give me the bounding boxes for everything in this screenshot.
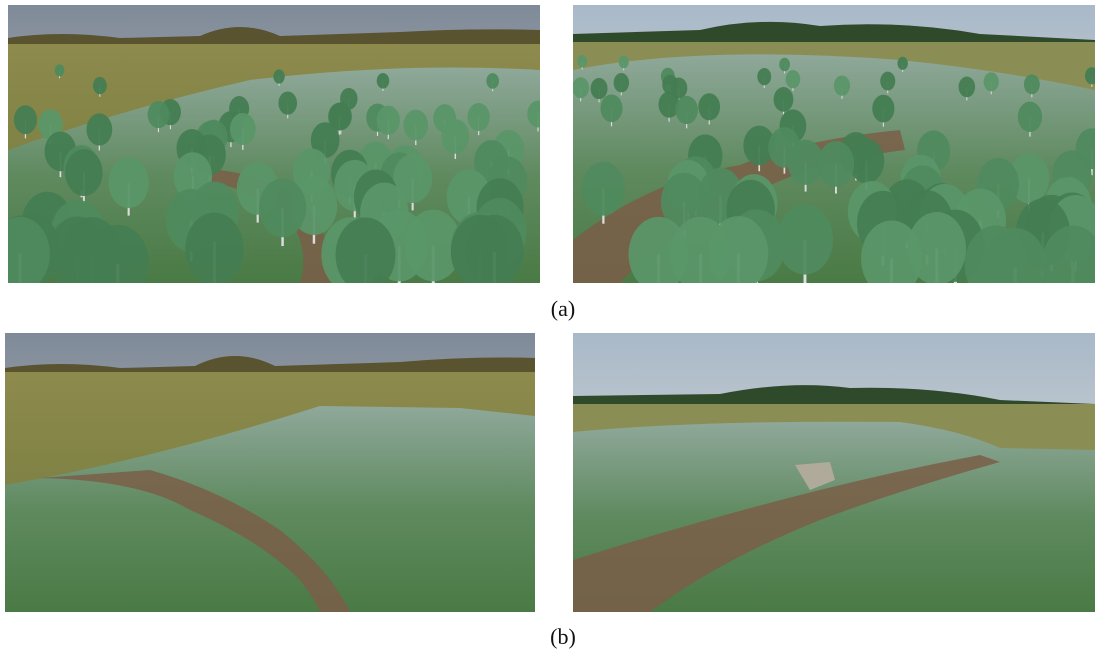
canopy xyxy=(582,162,625,216)
canopy xyxy=(757,68,771,85)
canopy xyxy=(441,119,469,154)
canopy xyxy=(959,77,976,98)
page: (a) (b) (() => { const data = JSON.parse… xyxy=(0,0,1097,656)
canopy xyxy=(629,217,689,292)
canopy xyxy=(774,87,794,112)
canopy xyxy=(984,72,999,91)
canopy xyxy=(93,77,107,94)
canopy xyxy=(818,141,855,187)
canopy xyxy=(86,113,112,145)
canopy xyxy=(403,110,428,141)
image-a-right xyxy=(572,5,1097,319)
canopy xyxy=(1024,74,1040,94)
figure: (a) (b) xyxy=(0,0,1097,656)
canopy xyxy=(861,220,922,296)
canopy xyxy=(185,212,243,285)
canopy xyxy=(698,93,720,120)
canopy xyxy=(377,106,400,135)
canopy xyxy=(273,69,284,83)
canopy xyxy=(465,215,524,289)
canopy xyxy=(278,91,297,114)
canopy xyxy=(527,101,549,128)
caption: (b) xyxy=(550,624,576,649)
canopy xyxy=(55,64,65,76)
canopy xyxy=(14,105,37,134)
canopy xyxy=(675,96,698,124)
canopy xyxy=(572,77,589,98)
image-b-left xyxy=(5,333,535,612)
canopy xyxy=(486,73,499,89)
canopy xyxy=(1018,102,1042,132)
canopy xyxy=(880,72,895,91)
canopy xyxy=(614,73,629,92)
canopy xyxy=(108,158,148,208)
canopy xyxy=(230,113,256,145)
canopy xyxy=(467,103,489,131)
canopy xyxy=(786,70,801,88)
canopy xyxy=(577,55,587,67)
canopy xyxy=(148,101,170,128)
image-b-right xyxy=(573,333,1095,612)
canopy xyxy=(897,57,907,70)
canopy xyxy=(377,73,390,89)
canopy xyxy=(619,56,629,69)
caption: (a) xyxy=(551,296,575,321)
canopy xyxy=(591,78,608,99)
canopy xyxy=(65,149,103,196)
canopy xyxy=(600,95,622,123)
canopy xyxy=(872,95,894,123)
canopy xyxy=(87,225,149,303)
canopy xyxy=(259,178,306,237)
canopy xyxy=(777,204,833,274)
canopy xyxy=(779,58,790,71)
canopy xyxy=(984,228,1047,307)
image-a-left xyxy=(0,5,549,314)
canopy xyxy=(834,76,850,96)
canopy xyxy=(336,217,396,292)
